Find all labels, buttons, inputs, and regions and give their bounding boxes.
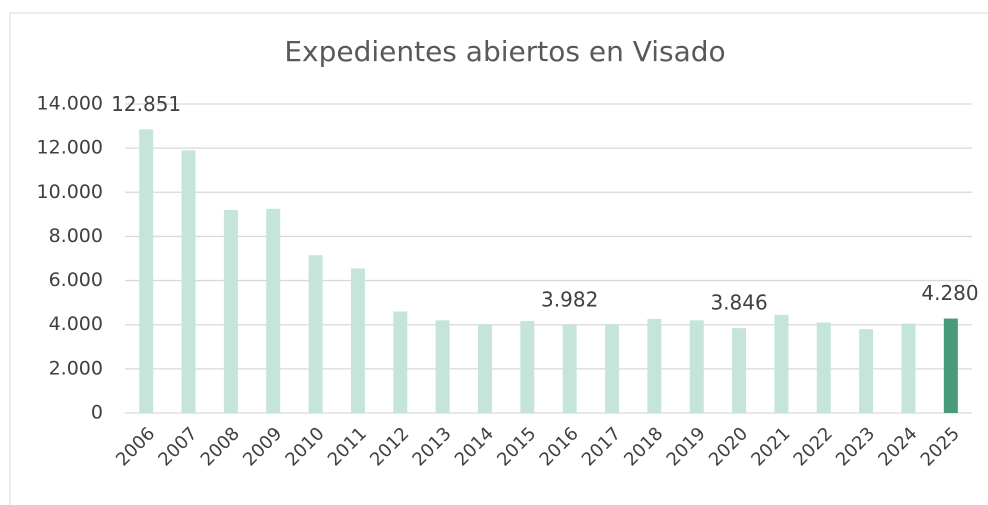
bar bbox=[901, 323, 916, 413]
bar bbox=[816, 322, 831, 413]
x-tick-label: 2023 bbox=[832, 423, 879, 470]
y-tick-label: 0 bbox=[91, 402, 103, 424]
x-tick-label: 2017 bbox=[578, 423, 625, 470]
bar bbox=[181, 150, 196, 413]
bar bbox=[859, 329, 874, 413]
x-tick-label: 2011 bbox=[324, 423, 371, 470]
x-tick-label: 2014 bbox=[451, 423, 498, 470]
data-label: 12.851 bbox=[111, 92, 181, 116]
y-tick-label: 12.000 bbox=[37, 137, 103, 159]
x-tick-label: 2018 bbox=[620, 423, 667, 470]
bar bbox=[308, 255, 323, 413]
y-tick-label: 4.000 bbox=[49, 313, 103, 335]
x-tick-label: 2025 bbox=[917, 423, 964, 470]
bar bbox=[562, 325, 577, 413]
bar bbox=[435, 320, 450, 413]
bar bbox=[266, 208, 281, 413]
x-tick-label: 2007 bbox=[154, 423, 201, 470]
x-tick-label: 2009 bbox=[239, 423, 286, 470]
y-tick-label: 6.000 bbox=[49, 269, 103, 291]
bar bbox=[520, 320, 535, 413]
chart-title: Expedientes abiertos en Visado bbox=[284, 35, 725, 68]
bar bbox=[774, 314, 789, 413]
x-tick-label: 2021 bbox=[747, 423, 794, 470]
x-tick-label: 2020 bbox=[705, 423, 752, 470]
x-tick-label: 2024 bbox=[874, 423, 921, 470]
x-tick-label: 2013 bbox=[408, 423, 455, 470]
bar bbox=[223, 209, 238, 413]
bar bbox=[605, 324, 620, 413]
data-label: 3.846 bbox=[710, 291, 767, 315]
bar bbox=[943, 318, 958, 413]
y-tick-label: 2.000 bbox=[49, 357, 103, 379]
bar bbox=[477, 324, 492, 413]
bar bbox=[689, 320, 704, 413]
bar bbox=[732, 328, 747, 413]
chart-frame bbox=[9, 12, 988, 505]
bar bbox=[647, 318, 662, 413]
bar bbox=[393, 311, 408, 413]
bar bbox=[350, 268, 365, 413]
data-label: 4.280 bbox=[921, 281, 978, 305]
x-tick-label: 2016 bbox=[536, 423, 583, 470]
x-tick-label: 2015 bbox=[493, 423, 540, 470]
y-tick-label: 8.000 bbox=[49, 225, 103, 247]
x-tick-label: 2006 bbox=[112, 423, 159, 470]
bar bbox=[139, 129, 154, 413]
x-tick-label: 2008 bbox=[197, 423, 244, 470]
x-tick-label: 2010 bbox=[281, 423, 328, 470]
x-tick-label: 2012 bbox=[366, 423, 413, 470]
x-tick-label: 2022 bbox=[790, 423, 837, 470]
y-tick-label: 14.000 bbox=[37, 93, 103, 115]
y-tick-label: 10.000 bbox=[37, 181, 103, 203]
x-tick-label: 2019 bbox=[663, 423, 710, 470]
data-label: 3.982 bbox=[541, 288, 598, 312]
